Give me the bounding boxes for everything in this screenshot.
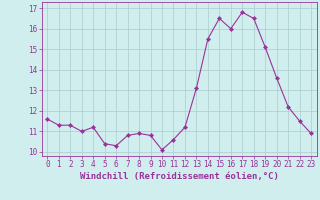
X-axis label: Windchill (Refroidissement éolien,°C): Windchill (Refroidissement éolien,°C) (80, 172, 279, 181)
